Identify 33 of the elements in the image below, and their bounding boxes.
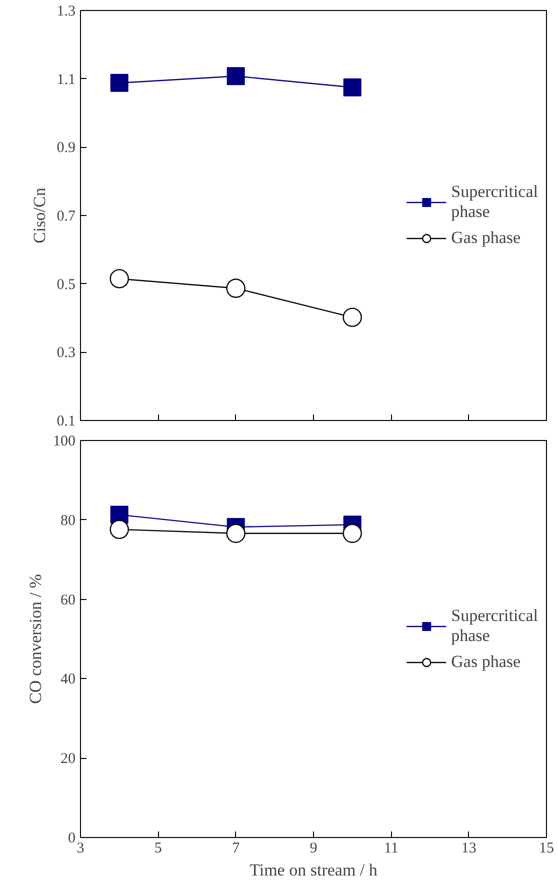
x-tick-label: 7 (232, 840, 240, 856)
x-tick-label: 5 (154, 840, 162, 856)
y-tick-label: 0.5 (56, 276, 76, 293)
y-tick-label: 40 (60, 672, 76, 688)
x-tick-label: 9 (310, 840, 318, 856)
y-axis-title: CO conversion / % (26, 574, 45, 704)
point (110, 74, 128, 92)
legend-label: Gas phase (451, 652, 521, 672)
x-tick-label: 3 (76, 840, 84, 856)
y-tick-label: 60 (60, 592, 76, 608)
point (226, 524, 246, 543)
y-axis-title: Ciso/Cn (30, 187, 49, 244)
y-tick-label: 0.3 (56, 345, 76, 362)
y-tick-label: 0.1 (56, 414, 76, 430)
y-tick-label: 80 (60, 512, 76, 529)
point (343, 78, 362, 96)
y-tick-label: 0 (68, 830, 76, 846)
x-tick-label: 15 (539, 840, 554, 856)
y-tick-label: 20 (60, 751, 76, 768)
legend-label: Gas phase (451, 228, 521, 248)
x-tick-label: 13 (461, 840, 476, 856)
y-tick-label: 100 (53, 434, 76, 450)
y-tick-label: 1.3 (56, 4, 76, 20)
y-tick-label: 0.7 (56, 208, 76, 224)
y-tick-label: 1.1 (56, 72, 76, 88)
point (342, 524, 362, 543)
legend-label: Supercritical phase (451, 182, 538, 222)
legend-label: Supercritical phase (451, 606, 538, 646)
x-tick-label: 11 (384, 840, 398, 856)
x-axis-title: Time on stream / h (250, 860, 378, 880)
point (110, 520, 129, 540)
point (226, 67, 245, 86)
y-tick-label: 0.9 (56, 140, 76, 156)
